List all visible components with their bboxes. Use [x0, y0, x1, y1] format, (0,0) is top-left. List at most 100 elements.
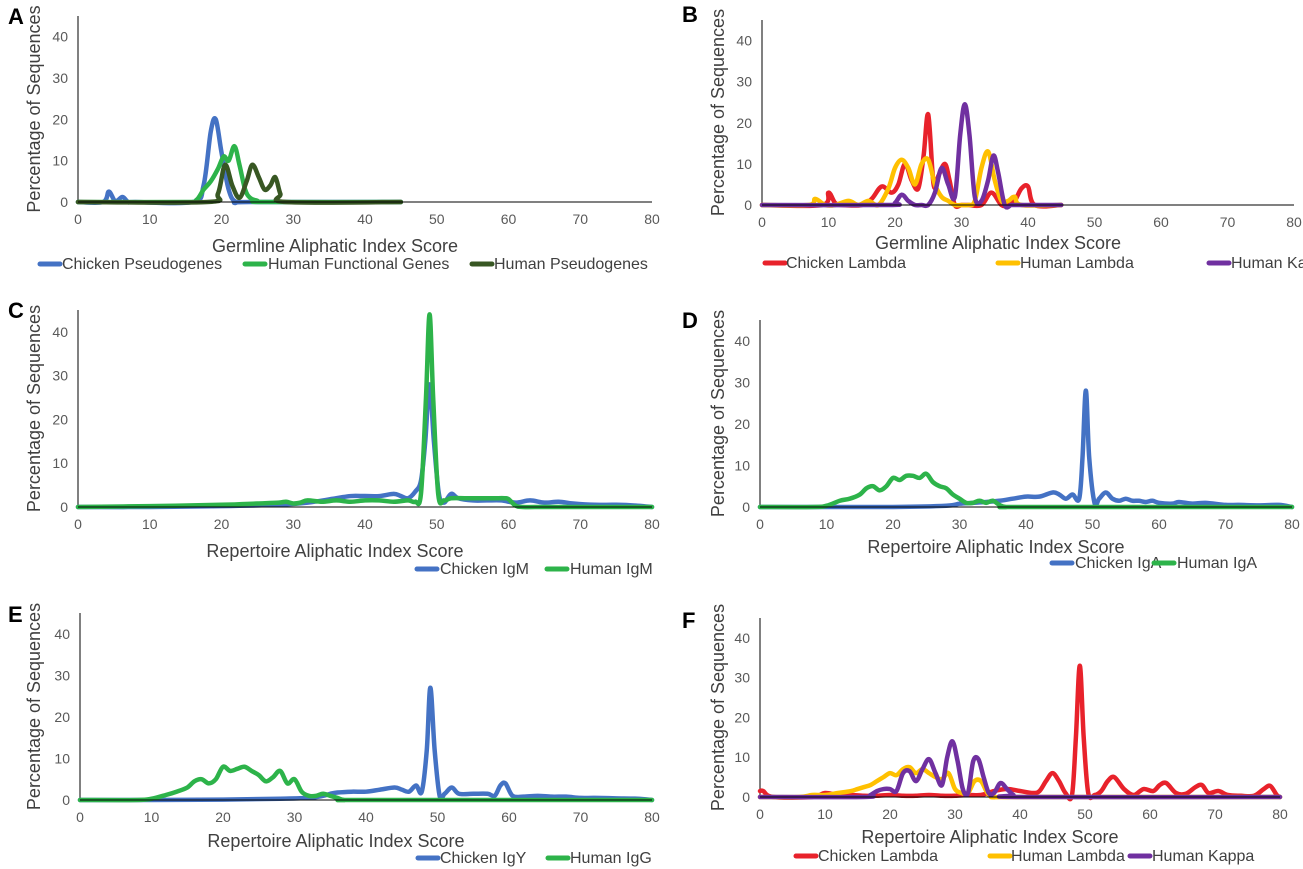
x-tick-label: 10 — [819, 516, 835, 532]
legend-label: Human Kappa — [1231, 255, 1303, 272]
x-tick-label: 20 — [887, 214, 903, 230]
y-tick-label: 40 — [52, 324, 68, 340]
series-line-chicken-iga — [757, 388, 1295, 510]
y-tick-label: 30 — [52, 368, 68, 384]
x-tick-label: 0 — [756, 516, 764, 532]
panel-label-b: B — [682, 2, 698, 27]
x-axis-title: Repertoire Aliphatic Index Score — [867, 537, 1124, 557]
x-tick-label: 20 — [214, 211, 230, 227]
x-tick-label: 60 — [501, 516, 517, 532]
series-line-chicken-lambda — [757, 663, 1283, 802]
x-tick-label: 30 — [285, 211, 301, 227]
y-tick-label: 10 — [734, 749, 750, 765]
legend-label: Chicken IgA — [1075, 555, 1162, 572]
legend-label: Human IgG — [570, 850, 652, 867]
y-tick-label: 20 — [54, 709, 70, 725]
panel-label-d: D — [682, 308, 698, 333]
y-axis-title: Percentage of Sequences — [24, 305, 44, 512]
series-line-human-functional-genes — [75, 143, 404, 205]
x-tick-label: 70 — [1207, 806, 1223, 822]
y-tick-label: 10 — [736, 156, 752, 172]
y-tick-label: 0 — [742, 499, 750, 515]
legend-label: Chicken Lambda — [786, 255, 906, 272]
y-tick-label: 40 — [736, 33, 752, 49]
panel-e: E 0 10 20 30 40 0 10 20 30 40 50 60 70 80 Repertoire Al… — [8, 602, 660, 867]
x-tick-label: 50 — [1077, 806, 1093, 822]
x-axis-title: Repertoire Aliphatic Index Score — [861, 827, 1118, 847]
panel-label-f: F — [682, 608, 695, 633]
series-line-human-kappa — [759, 102, 1064, 210]
x-tick-label: 60 — [1153, 214, 1169, 230]
x-tick-label: 80 — [1272, 806, 1288, 822]
x-tick-label: 30 — [952, 516, 968, 532]
x-tick-label: 70 — [573, 809, 589, 825]
x-tick-label: 30 — [287, 809, 303, 825]
series-line-chicken-lambda — [759, 112, 1064, 210]
panel-c: C 0 10 20 30 40 0 10 20 30 40 50 60 70 80 Repertoire Al… — [8, 298, 660, 578]
series-line-human-kappa — [757, 739, 1283, 800]
y-tick-label: 20 — [734, 416, 750, 432]
x-tick-label: 60 — [1151, 516, 1167, 532]
x-axis-title: Repertoire Aliphatic Index Score — [206, 541, 463, 561]
y-tick-label: 30 — [734, 670, 750, 686]
x-tick-label: 40 — [358, 809, 374, 825]
y-tick-label: 20 — [736, 115, 752, 131]
y-tick-label: 10 — [54, 750, 70, 766]
x-tick-label: 40 — [1018, 516, 1034, 532]
y-tick-label: 10 — [734, 457, 750, 473]
y-tick-label: 0 — [60, 194, 68, 210]
legend-label: Human Kappa — [1152, 848, 1254, 865]
series-line-chicken-igy — [77, 685, 655, 803]
x-tick-label: 0 — [756, 806, 764, 822]
legend-label: Human Lambda — [1020, 255, 1134, 272]
y-tick-label: 20 — [734, 709, 750, 725]
x-tick-label: 30 — [947, 806, 963, 822]
y-axis-title: Percentage of Sequences — [24, 603, 44, 810]
x-tick-label: 10 — [817, 806, 833, 822]
x-tick-label: 70 — [572, 516, 588, 532]
x-axis-title: Germline Aliphatic Index Score — [875, 233, 1121, 253]
y-tick-label: 20 — [52, 111, 68, 127]
x-tick-label: 0 — [74, 516, 82, 532]
x-tick-label: 10 — [142, 516, 158, 532]
x-tick-label: 10 — [142, 211, 158, 227]
x-tick-label: 20 — [214, 516, 230, 532]
x-tick-label: 70 — [1220, 214, 1236, 230]
series-line-human-igm — [75, 312, 655, 510]
x-tick-label: 60 — [501, 211, 517, 227]
x-tick-label: 80 — [644, 809, 660, 825]
x-tick-label: 10 — [821, 214, 837, 230]
y-tick-label: 0 — [744, 197, 752, 213]
x-tick-label: 70 — [572, 211, 588, 227]
y-tick-label: 10 — [52, 153, 68, 169]
x-tick-label: 60 — [501, 809, 517, 825]
x-tick-label: 70 — [1218, 516, 1234, 532]
series-line-human-igg — [77, 764, 655, 803]
legend-label: Human Lambda — [1011, 848, 1125, 865]
legend-label: Chicken Lambda — [818, 848, 938, 865]
panel-a: A 0 10 20 30 40 0 10 20 30 40 50 60 70 80 Germline Alip… — [8, 4, 660, 273]
y-tick-label: 0 — [742, 789, 750, 805]
x-tick-label: 80 — [1286, 214, 1302, 230]
series-line-human-pseudogenes — [75, 162, 404, 205]
y-tick-label: 40 — [734, 630, 750, 646]
x-tick-label: 0 — [758, 214, 766, 230]
legend-label: Human IgM — [570, 561, 653, 578]
panel-d: D 0 10 20 30 40 0 10 20 30 40 50 60 70 80 Repertoire Al… — [682, 308, 1300, 572]
x-tick-label: 40 — [1020, 214, 1036, 230]
x-tick-label: 60 — [1142, 806, 1158, 822]
x-tick-label: 50 — [429, 211, 445, 227]
series-line-human-lambda — [759, 149, 1064, 208]
y-tick-label: 0 — [62, 792, 70, 808]
y-axis-title: Percentage of Sequences — [24, 5, 44, 212]
x-tick-label: 0 — [74, 211, 82, 227]
panel-label-e: E — [8, 602, 23, 627]
y-tick-label: 40 — [54, 626, 70, 642]
y-axis-title: Percentage of Sequences — [708, 310, 728, 517]
series-line-human-lambda — [757, 764, 1283, 800]
y-tick-label: 30 — [52, 70, 68, 86]
y-tick-label: 0 — [60, 499, 68, 515]
x-tick-label: 50 — [430, 809, 446, 825]
y-axis-title: Percentage of Sequences — [708, 604, 728, 811]
